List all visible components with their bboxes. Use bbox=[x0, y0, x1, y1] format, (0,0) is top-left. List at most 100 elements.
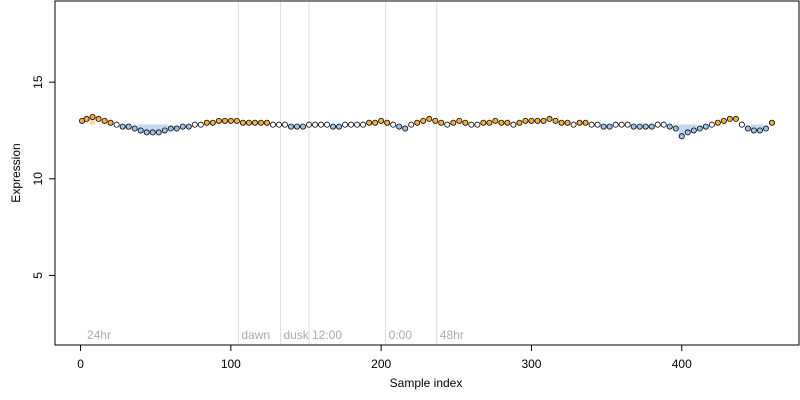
data-point bbox=[125, 123, 132, 130]
event-label: dawn bbox=[241, 328, 270, 342]
data-point bbox=[402, 125, 409, 132]
data-point bbox=[263, 119, 270, 126]
data-point bbox=[324, 121, 331, 128]
data-point bbox=[137, 127, 144, 134]
deviation-band bbox=[155, 124, 162, 133]
x-axis: 0 100 200 300 400 bbox=[77, 345, 692, 371]
data-point bbox=[312, 121, 319, 128]
data-point bbox=[444, 121, 451, 128]
data-point bbox=[366, 119, 373, 126]
data-point bbox=[378, 117, 385, 124]
x-axis-label: Sample index bbox=[390, 376, 463, 390]
data-point bbox=[275, 121, 282, 128]
data-point bbox=[360, 121, 367, 128]
data-point bbox=[251, 119, 258, 126]
data-point bbox=[89, 113, 96, 120]
data-point bbox=[588, 121, 595, 128]
event-label: 12:00 bbox=[312, 328, 342, 342]
data-point bbox=[678, 133, 685, 140]
data-point bbox=[438, 119, 445, 126]
deviation-band bbox=[143, 124, 150, 133]
data-point bbox=[450, 119, 457, 126]
data-point bbox=[612, 121, 619, 128]
data-point bbox=[432, 117, 439, 124]
data-point bbox=[630, 123, 637, 130]
data-point bbox=[197, 121, 204, 128]
data-point bbox=[414, 119, 421, 126]
data-point bbox=[342, 121, 349, 128]
data-point bbox=[462, 119, 469, 126]
data-point bbox=[348, 121, 355, 128]
y-tick-label: 10 bbox=[31, 172, 45, 186]
event-lines bbox=[237, 1, 438, 345]
data-point bbox=[660, 121, 667, 128]
data-point bbox=[714, 119, 721, 126]
data-point bbox=[528, 117, 535, 124]
data-point bbox=[354, 121, 361, 128]
data-point bbox=[564, 119, 571, 126]
data-point bbox=[161, 127, 168, 134]
data-point bbox=[750, 127, 757, 134]
data-point bbox=[426, 115, 433, 122]
event-label: 24hr bbox=[87, 328, 111, 342]
x-tick-label: 100 bbox=[221, 357, 241, 371]
data-point bbox=[113, 121, 120, 128]
data-point bbox=[552, 117, 559, 124]
data-point bbox=[390, 121, 397, 128]
data-point bbox=[119, 123, 126, 130]
data-point bbox=[420, 117, 427, 124]
data-point bbox=[708, 121, 715, 128]
data-point bbox=[516, 119, 523, 126]
data-point bbox=[510, 121, 517, 128]
data-point bbox=[143, 129, 150, 136]
data-point bbox=[492, 117, 499, 124]
data-point bbox=[732, 115, 739, 122]
x-tick-label: 200 bbox=[371, 357, 391, 371]
data-point bbox=[600, 123, 607, 130]
data-point bbox=[648, 123, 655, 130]
event-labels: dawn dusk 12:00 0:00 48hr 24hr bbox=[87, 328, 464, 342]
data-point bbox=[149, 129, 156, 136]
data-point bbox=[221, 117, 228, 124]
data-point bbox=[203, 119, 210, 126]
data-point bbox=[726, 115, 733, 122]
data-point bbox=[486, 119, 493, 126]
data-point bbox=[257, 119, 264, 126]
data-point bbox=[245, 119, 252, 126]
data-point bbox=[666, 123, 673, 130]
y-axis-label: Expression bbox=[9, 143, 23, 202]
data-point bbox=[233, 117, 240, 124]
data-point bbox=[720, 117, 727, 124]
data-point bbox=[690, 127, 697, 134]
data-point bbox=[372, 119, 379, 126]
data-point bbox=[191, 121, 198, 128]
event-label: 48hr bbox=[440, 328, 464, 342]
data-point bbox=[654, 121, 661, 128]
data-point bbox=[281, 121, 288, 128]
data-point bbox=[594, 121, 601, 128]
data-point bbox=[498, 119, 505, 126]
data-point bbox=[173, 125, 180, 132]
data-point bbox=[546, 115, 553, 122]
event-label: dusk bbox=[283, 328, 309, 342]
data-point bbox=[480, 119, 487, 126]
data-point bbox=[299, 123, 306, 130]
data-point bbox=[558, 119, 565, 126]
x-tick-label: 400 bbox=[672, 357, 692, 371]
data-point bbox=[318, 121, 325, 128]
data-point bbox=[269, 121, 276, 128]
data-point bbox=[215, 117, 222, 124]
y-tick-label: 15 bbox=[31, 75, 45, 89]
data-point bbox=[522, 117, 529, 124]
data-point bbox=[474, 121, 481, 128]
data-point bbox=[396, 123, 403, 130]
data-point bbox=[408, 121, 415, 128]
y-tick-label: 5 bbox=[31, 272, 45, 279]
data-point bbox=[624, 121, 631, 128]
data-point bbox=[239, 119, 246, 126]
data-point bbox=[738, 121, 745, 128]
x-tick-label: 0 bbox=[77, 357, 84, 371]
data-point bbox=[155, 129, 162, 136]
data-point bbox=[95, 115, 102, 122]
data-point bbox=[768, 119, 775, 126]
